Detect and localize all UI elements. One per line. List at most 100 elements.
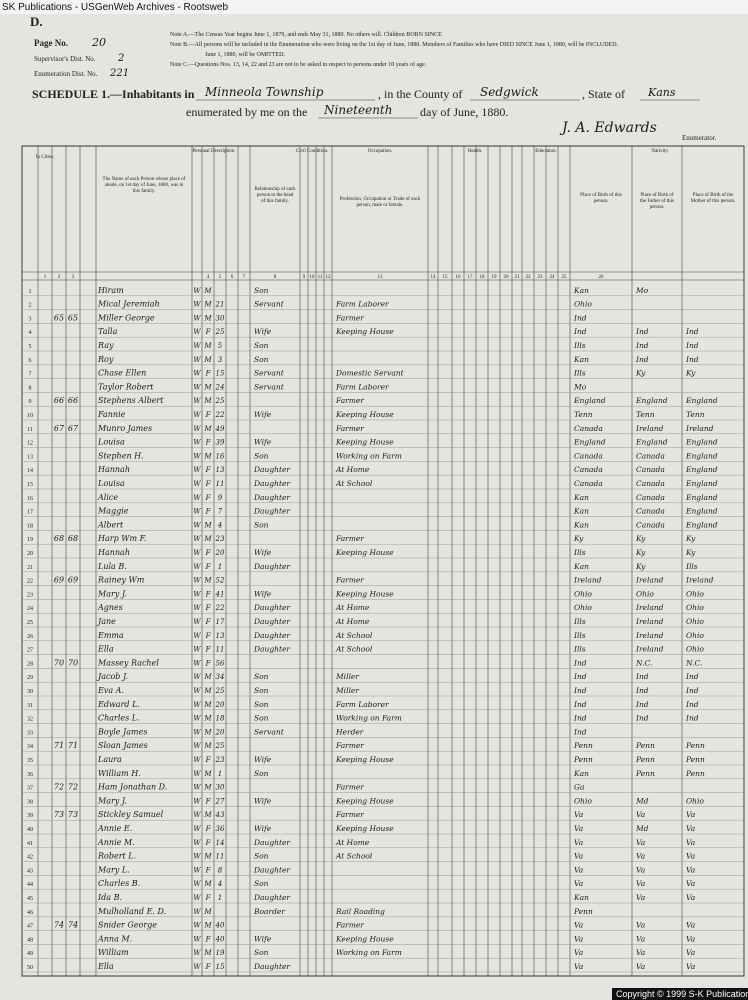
cell-line: 26 (27, 634, 33, 640)
cell-age: 23 (215, 756, 225, 764)
column-number: 7 (243, 275, 246, 280)
cell-birth: Ind (573, 727, 587, 736)
cell-age: 22 (215, 411, 225, 419)
cell-mother: Va (686, 879, 695, 888)
cell-color: W (193, 439, 201, 447)
cell-birth: Ind (573, 686, 587, 695)
cell-line: 15 (27, 482, 33, 488)
cell-age: 24 (215, 383, 225, 391)
cell-line: 30 (27, 689, 33, 695)
cell-mother: Ind (685, 700, 699, 709)
cell-name: Lula B. (97, 562, 127, 571)
cell-line: 6 (29, 358, 32, 364)
cell-age: 1 (218, 894, 222, 902)
site-title: SK Publications - USGenWeb Archives - Ro… (2, 2, 228, 13)
column-heading: Profession, Occupation or Trade of each p… (340, 197, 421, 208)
cell-occupation: Working on Farm (336, 714, 402, 723)
cell-line: 48 (27, 937, 33, 943)
cell-occupation: Farmer (335, 534, 364, 543)
cell-color: W (193, 701, 201, 709)
cell-age: 18 (216, 715, 225, 723)
cell-line: 18 (27, 523, 33, 529)
column-number: 22 (526, 275, 532, 280)
cell-age: 30 (216, 784, 225, 792)
cell-line: 35 (27, 758, 33, 764)
cell-age: 25 (215, 397, 225, 405)
cell-color: W (193, 535, 201, 543)
cell-sex: M (203, 770, 212, 778)
cell-color: W (193, 425, 201, 433)
cell-color: W (193, 356, 201, 364)
column-number: 11 (318, 275, 323, 280)
cell-birth: Va (574, 921, 583, 930)
cell-age: 23 (215, 535, 225, 543)
cell-relation: Wife (254, 327, 272, 336)
cell-line: 28 (27, 661, 33, 667)
column-heading: The Name of each Person whose place of ab… (103, 177, 186, 194)
cell-color: W (193, 521, 201, 529)
cell-name: Maggie (97, 507, 129, 516)
cell-age: 22 (215, 604, 225, 612)
cell-relation: Son (254, 451, 269, 460)
cell-age: 17 (216, 618, 225, 626)
cell-color: W (193, 894, 201, 902)
cell-name: Roy (97, 355, 114, 364)
cell-sex: F (205, 797, 212, 805)
cell-color: W (193, 866, 201, 874)
cell-sex: F (205, 508, 212, 516)
cell-sex: M (203, 383, 212, 391)
cell-name: Agnes (97, 603, 123, 612)
cell-family: 66 (68, 396, 78, 405)
cell-father: Va (636, 893, 645, 902)
cell-line: 14 (27, 468, 33, 474)
cell-relation: Son (254, 341, 269, 350)
date-label: day of June, 1880. (420, 105, 508, 119)
cell-line: 41 (27, 841, 33, 847)
cell-sex: M (203, 673, 212, 681)
cell-occupation: Keeping House (335, 796, 394, 805)
cell-sex: F (205, 328, 212, 336)
cell-mother: N.C. (685, 658, 702, 667)
cell-father: Canada (636, 507, 665, 516)
cell-line: 42 (27, 855, 33, 861)
cell-color: W (193, 383, 201, 391)
cell-father: Ireland (635, 617, 664, 626)
cell-father: Penn (635, 741, 655, 750)
column-heading: Place of Birth of the Father of this perso… (640, 193, 674, 210)
cell-father: Va (636, 865, 645, 874)
cell-father: Ind (635, 686, 649, 695)
cell-sex: F (205, 439, 212, 447)
cell-line: 22 (27, 579, 33, 585)
cell-father: Ind (635, 327, 649, 336)
supervisor-no: 2 (117, 53, 124, 64)
cell-line: 23 (27, 592, 33, 598)
cell-line: 49 (27, 951, 33, 957)
column-number: 4 (207, 275, 210, 280)
cell-sex: F (205, 411, 212, 419)
column-heading: Place of Birth of the Mother of this pers… (691, 193, 735, 204)
cell-name: Anna M. (97, 934, 132, 943)
cell-birth: Ind (573, 672, 587, 681)
cell-relation: Daughter (253, 493, 290, 502)
cell-dwelling: 67 (54, 424, 65, 433)
cell-father: Ireland (635, 424, 664, 433)
cell-mother: Ind (685, 327, 699, 336)
cell-occupation: Keeping House (335, 438, 394, 447)
cell-mother: Ireland (685, 424, 714, 433)
cell-age: 25 (215, 687, 225, 695)
cell-sex: F (205, 963, 212, 971)
cell-name: Ham Jonathan D. (97, 783, 167, 792)
cell-mother: Ohio (686, 631, 704, 640)
note-b: Note B.—All persons will be included in … (170, 41, 619, 48)
cell-age: 15 (216, 370, 225, 378)
cell-relation: Son (254, 948, 269, 957)
cell-birth: Ills (573, 645, 586, 654)
cell-color: W (193, 935, 201, 943)
cell-line: 1 (29, 289, 32, 295)
cell-father: Md (635, 824, 649, 833)
cell-birth: Canada (574, 451, 603, 460)
column-number: 17 (468, 275, 474, 280)
column-number: 23 (538, 275, 544, 280)
cell-sex: F (205, 646, 212, 654)
cell-color: W (193, 853, 201, 861)
